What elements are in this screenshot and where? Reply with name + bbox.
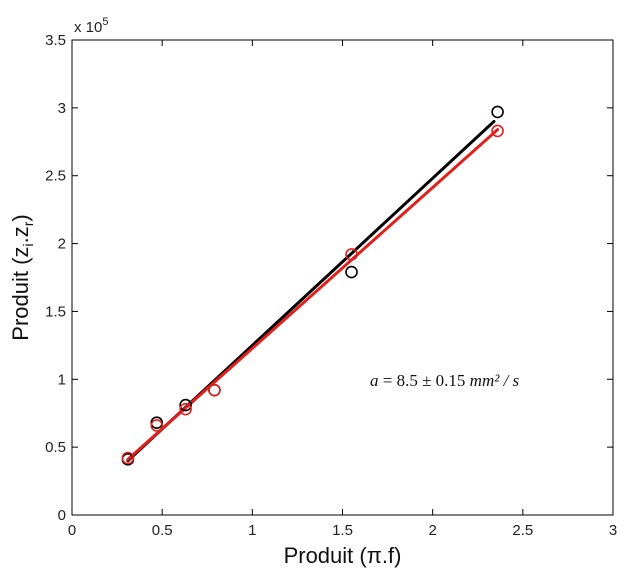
annotation-value: = 8.5 ± 0.15: [379, 371, 470, 390]
diffusivity-annotation: a = 8.5 ± 0.15 mm² / s: [370, 371, 520, 390]
plot-frame: [72, 40, 613, 515]
x-tick-label: 1: [248, 522, 256, 539]
y-tick-label: 3: [58, 100, 66, 117]
data-point-series-1: [492, 106, 503, 117]
y-axis-multiplier: x 105: [74, 16, 108, 36]
y-tick-label: 0: [58, 507, 66, 524]
data-point-series-2: [209, 385, 220, 396]
y-tick-label: 3.5: [45, 32, 66, 49]
x-tick-label: 1.5: [332, 522, 353, 539]
x-tick-label: 0.5: [152, 522, 173, 539]
y-tick-label: 2.5: [45, 168, 66, 185]
annotation-unit: mm² / s: [470, 371, 520, 390]
y-axis-label: Produit (zi.zr): [8, 214, 36, 340]
x-tick-label: 0: [68, 522, 76, 539]
y-multiplier-exponent: 5: [102, 16, 108, 28]
x-tick-label: 3: [609, 522, 617, 539]
data-point-series-1: [346, 267, 357, 278]
axes: [72, 40, 613, 515]
y-label-mid: .z: [8, 226, 33, 243]
y-tick-label: 2: [58, 236, 66, 253]
y-tick-label: 0.5: [45, 439, 66, 456]
annotation-symbol: a: [370, 371, 379, 390]
y-label-main: Produit (z: [8, 247, 33, 341]
y-multiplier-base: x 10: [74, 19, 102, 36]
x-axis-label: Produit (π.f): [284, 543, 402, 568]
y-tick-label: 1.5: [45, 303, 66, 320]
y-label-end: ): [8, 214, 33, 221]
x-tick-label: 2.5: [512, 522, 533, 539]
x-tick-label: 2: [428, 522, 436, 539]
y-tick-label: 1: [58, 371, 66, 388]
